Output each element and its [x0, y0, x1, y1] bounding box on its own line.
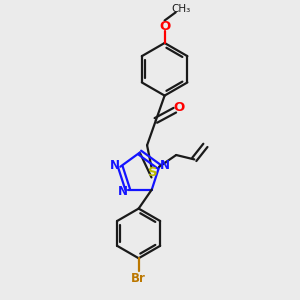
Text: N: N: [118, 184, 128, 197]
Text: Br: Br: [131, 272, 146, 285]
Text: N: N: [160, 159, 170, 172]
Text: O: O: [174, 101, 185, 114]
Text: S: S: [148, 166, 158, 179]
Text: N: N: [110, 159, 120, 172]
Text: O: O: [159, 20, 170, 32]
Text: CH₃: CH₃: [171, 4, 190, 14]
